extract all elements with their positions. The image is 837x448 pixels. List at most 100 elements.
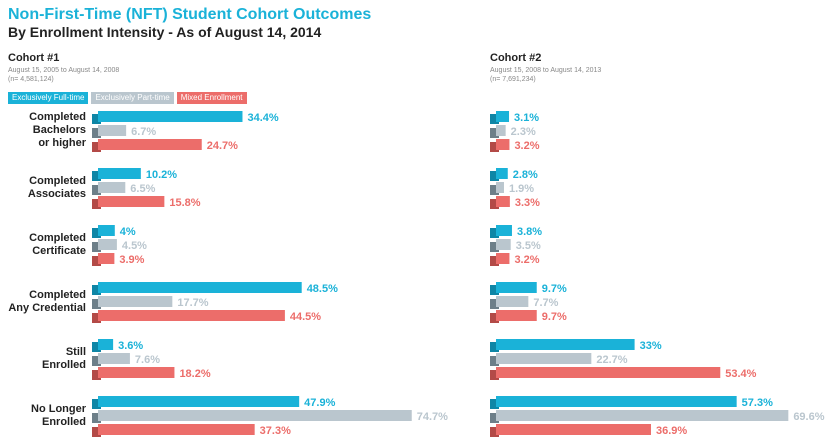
cohort-2-mixed-label-1: 3.3%	[515, 197, 540, 209]
cohort-1-mixed-tab-4	[92, 370, 101, 380]
cohort-2-part-time-label-4: 22.7%	[596, 354, 627, 366]
category-label-0-line-0: Completed	[29, 111, 86, 123]
cohort-1-full-time-tab-1	[92, 171, 101, 181]
cohort-2-mixed-label-0: 3.2%	[514, 140, 539, 152]
category-label-1-line-1: Associates	[27, 187, 86, 200]
cohort-2-title: Cohort #2	[490, 52, 542, 64]
cohort-2-full-time-tab-3	[490, 285, 499, 295]
cohort-1-full-time-bar-1	[98, 168, 141, 179]
cohort-1-part-time-label-0: 6.7%	[131, 126, 156, 138]
cohort-1-mixed-bar-3	[98, 310, 285, 321]
cohort-2-mixed-bar-2	[496, 253, 510, 264]
cohort-2-full-time-tab-4	[490, 342, 499, 352]
cohort-1-part-time-bar-4	[98, 353, 130, 364]
cohort-1-part-time-label-2: 4.5%	[122, 240, 147, 252]
cohort-1-mixed-label-5: 37.3%	[260, 425, 291, 437]
cohort-2-part-time-label-5: 69.6%	[793, 411, 824, 423]
cohort-2-part-time-tab-3	[490, 299, 499, 309]
cohort-1-full-time-bar-3	[98, 282, 302, 293]
cohort-2-part-time-tab-4	[490, 356, 499, 366]
cohort-1-full-time-label-2: 4%	[120, 226, 136, 238]
cohort-1-part-time-bar-0	[98, 125, 127, 136]
cohort-2-mixed-bar-5	[496, 424, 651, 435]
cohort-2-mixed-tab-3	[490, 313, 499, 323]
cohort-1-mixed-tab-0	[92, 142, 101, 152]
cohort-1-mixed-tab-2	[92, 256, 101, 266]
cohort-2-mixed-bar-3	[496, 310, 537, 321]
cohort-2-part-time-bar-2	[496, 239, 511, 250]
cohort-1-title: Cohort #1	[8, 52, 60, 64]
cohort-2-full-time-bar-4	[496, 339, 635, 350]
category-label-2: Completed Certificate	[0, 232, 86, 258]
cohort-1-full-time-label-0: 34.4%	[247, 112, 278, 124]
cohort-2-mixed-tab-1	[490, 199, 499, 209]
cohort-1-part-time-bar-5	[98, 410, 412, 421]
legend-part-time: Exclusively Part-time	[91, 92, 174, 104]
cohort-2-mixed-label-2: 3.2%	[514, 254, 539, 266]
cohort-1-full-time-tab-4	[92, 342, 101, 352]
cohort-2-part-time-tab-1	[490, 185, 499, 195]
cohort-1-part-time-tab-4	[92, 356, 101, 366]
category-label-4: Still Enrolled	[0, 346, 86, 372]
cohort-2-part-time-tab-0	[490, 128, 499, 138]
cohort-1-mixed-label-0: 24.7%	[207, 140, 238, 152]
cohort-1-part-time-tab-0	[92, 128, 101, 138]
cohort-2-mixed-tab-0	[490, 142, 499, 152]
category-label-2-line-0: Completed	[29, 231, 86, 244]
cohort-1-full-time-bar-0	[98, 111, 243, 122]
cohort-2-part-time-label-1: 1.9%	[509, 183, 534, 195]
cohort-1-full-time-label-1: 10.2%	[146, 169, 177, 181]
cohort-2-full-time-tab-5	[490, 399, 499, 409]
cohort-2-full-time-label-4: 33%	[640, 340, 662, 352]
cohort-2-mixed-label-3: 9.7%	[542, 311, 567, 323]
legend: Exclusively Full-time Exclusively Part-t…	[8, 92, 247, 104]
cohort-1-full-time-bar-5	[98, 396, 300, 407]
cohort-2-mixed-bar-4	[496, 367, 721, 378]
cohort-1-full-time-tab-0	[92, 114, 101, 124]
cohort-2-full-time-tab-0	[490, 114, 499, 124]
cohort-2-mixed-tab-2	[490, 256, 499, 266]
cohort-2-part-time-bar-3	[496, 296, 529, 307]
cohort-2-full-time-label-5: 57.3%	[742, 397, 773, 409]
cohort-2-part-time-tab-2	[490, 242, 499, 252]
cohort-2-full-time-bar-3	[496, 282, 537, 293]
cohort-2-full-time-tab-2	[490, 228, 499, 238]
cohort-1-n: (n= 4,581,124)	[8, 76, 54, 83]
category-label-4-line-1: Enrolled	[41, 358, 86, 371]
cohort-1-part-time-label-1: 6.5%	[130, 183, 155, 195]
cohort-1-mixed-tab-3	[92, 313, 101, 323]
cohort-2-full-time-label-1: 2.8%	[513, 169, 538, 181]
cohort-2-mixed-bar-1	[496, 196, 510, 207]
category-label-4-line-0: Still	[65, 345, 86, 358]
category-label-5-line-0: No Longer	[31, 402, 86, 415]
cohort-1-mixed-bar-0	[98, 139, 202, 150]
cohort-2-mixed-tab-4	[490, 370, 499, 380]
cohort-2-mixed-bar-0	[496, 139, 510, 150]
category-label-5: No Longer Enrolled	[0, 403, 86, 429]
cohort-2-full-time-label-2: 3.8%	[517, 226, 542, 238]
cohort-2-full-time-bar-1	[496, 168, 508, 179]
cohort-1-full-time-tab-3	[92, 285, 101, 295]
cohort-1-part-time-label-4: 7.6%	[135, 354, 160, 366]
cohort-2-part-time-bar-5	[496, 410, 789, 421]
category-label-0: Completed Bachelors or higher	[0, 111, 86, 150]
cohort-1-mixed-bar-2	[98, 253, 115, 264]
cohort-1-part-time-bar-3	[98, 296, 173, 307]
cohort-2-full-time-label-0: 3.1%	[514, 112, 539, 124]
cohort-1-mixed-label-3: 44.5%	[290, 311, 321, 323]
category-label-5-line-1: Enrolled	[41, 415, 86, 428]
cohort-2-full-time-tab-1	[490, 171, 499, 181]
category-label-3-line-1: Any Credential	[8, 301, 86, 314]
cohort-1-part-time-tab-3	[92, 299, 101, 309]
cohort-1-mixed-label-2: 3.9%	[119, 254, 144, 266]
cohort-2-mixed-label-4: 53.4%	[725, 368, 756, 380]
cohort-2-part-time-bar-4	[496, 353, 592, 364]
cohort-2-mixed-tab-5	[490, 427, 499, 437]
cohort-1-part-time-bar-1	[98, 182, 126, 193]
cohort-2-part-time-label-2: 3.5%	[516, 240, 541, 252]
cohort-1-part-time-label-5: 74.7%	[417, 411, 448, 423]
cohort-1-mixed-bar-5	[98, 424, 255, 435]
cohort-2-full-time-bar-0	[496, 111, 510, 122]
category-label-2-line-1: Certificate	[32, 244, 86, 257]
